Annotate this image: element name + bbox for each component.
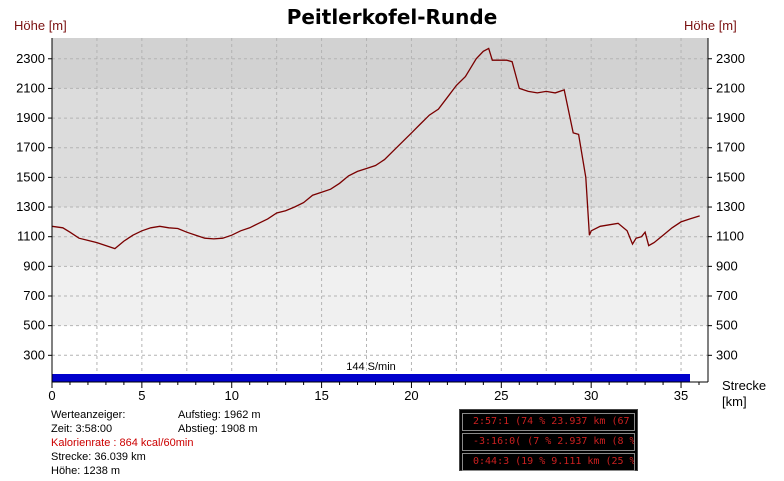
y-axis-left: 300 500 700 900 1100 1300 1500 1700 1900 2100 2300 — [16, 51, 52, 362]
xtick-label-25: 25 — [494, 388, 508, 403]
ytick-label-left-1500: 1500 — [16, 169, 45, 184]
ytick-label-left-2300: 2300 — [16, 51, 45, 66]
ytick-label-left-900: 900 — [23, 258, 45, 273]
ytick-label-left-700: 700 — [23, 288, 45, 303]
summary-box-ascent: 2:57:1 (74 % 23.937 km (67 %) — [462, 413, 635, 431]
ytick-label-left-2100: 2100 — [16, 80, 45, 95]
xtick-label-20: 20 — [404, 388, 418, 403]
xtick-label-0: 0 — [48, 388, 55, 403]
summary-box-descent: 0:44:3 (19 % 9.111 km (25 %) — [462, 453, 635, 471]
x-axis-label-line2: [km] — [722, 394, 747, 409]
info-panel: Werteanzeiger: Zeit: 3:58:00 Kalorienrat… — [51, 408, 193, 478]
x-axis-label-line1: Strecke — [722, 378, 766, 393]
ytick-label-left-300: 300 — [23, 347, 45, 362]
ytick-label-left-1900: 1900 — [16, 110, 45, 125]
ytick-label-right-700: 700 — [716, 288, 738, 303]
xtick-label-10: 10 — [224, 388, 238, 403]
time-value: Zeit: 3:58:00 — [51, 423, 113, 435]
ytick-label-right-500: 500 — [716, 318, 738, 333]
descent-value: Abstieg: 1908 m — [178, 423, 258, 435]
xtick-label-15: 15 — [314, 388, 328, 403]
y-axis-label-right: Höhe [m] — [684, 18, 737, 33]
cadence-bar — [52, 374, 690, 382]
ytick-label-right-1900: 1900 — [716, 110, 745, 125]
plot-frame — [51, 38, 709, 383]
distance-value: Strecke: 36.039 km — [51, 451, 146, 463]
ytick-label-left-1700: 1700 — [16, 140, 45, 155]
ytick-label-right-2300: 2300 — [716, 51, 745, 66]
ytick-label-left-1100: 1100 — [17, 229, 45, 244]
grid-lines — [52, 38, 708, 382]
chart-title: Peitlerkofel-Runde — [287, 5, 498, 29]
y-axis-right: 300 500 700 900 1100 1300 1500 1700 1900 2100 2300 — [708, 51, 745, 362]
calorie-rate: Kalorienrate : 864 kcal/60min — [51, 437, 194, 449]
xtick-label-35: 35 — [674, 388, 688, 403]
x-axis: 0 5 10 15 20 25 30 35 — [48, 382, 700, 403]
xtick-label-30: 30 — [584, 388, 598, 403]
ytick-label-right-900: 900 — [716, 258, 738, 273]
ascent-value: Aufstieg: 1962 m — [178, 409, 261, 421]
cadence-label: 144 S/min — [346, 361, 396, 373]
elevation-line — [51, 47, 700, 250]
ytick-label-right-1700: 1700 — [716, 140, 745, 155]
y-axis-label-left: Höhe [m] — [14, 18, 67, 33]
ascent-panel: Aufstieg: 1962 m Abstieg: 1908 m — [178, 408, 261, 436]
ytick-label-right-1100: 1100 — [716, 229, 744, 244]
ytick-label-left-1300: 1300 — [16, 199, 45, 214]
ytick-label-right-300: 300 — [716, 347, 738, 362]
elevation-area — [51, 47, 700, 250]
xtick-label-5: 5 — [138, 388, 145, 403]
werteanzeiger-label: Werteanzeiger: — [51, 409, 126, 421]
summary-box-flat: -3:16:0( (7 % 2.937 km (8 %) — [462, 433, 635, 451]
summary-boxes: 2:57:1 (74 % 23.937 km (67 %) -3:16:0( (… — [459, 409, 638, 471]
altitude-value: Höhe: 1238 m — [51, 465, 121, 477]
ytick-label-left-500: 500 — [23, 318, 45, 333]
ytick-label-right-1500: 1500 — [716, 169, 745, 184]
zone-band-3 — [52, 38, 708, 89]
ytick-label-right-2100: 2100 — [716, 80, 745, 95]
ytick-label-right-1300: 1300 — [716, 199, 745, 214]
